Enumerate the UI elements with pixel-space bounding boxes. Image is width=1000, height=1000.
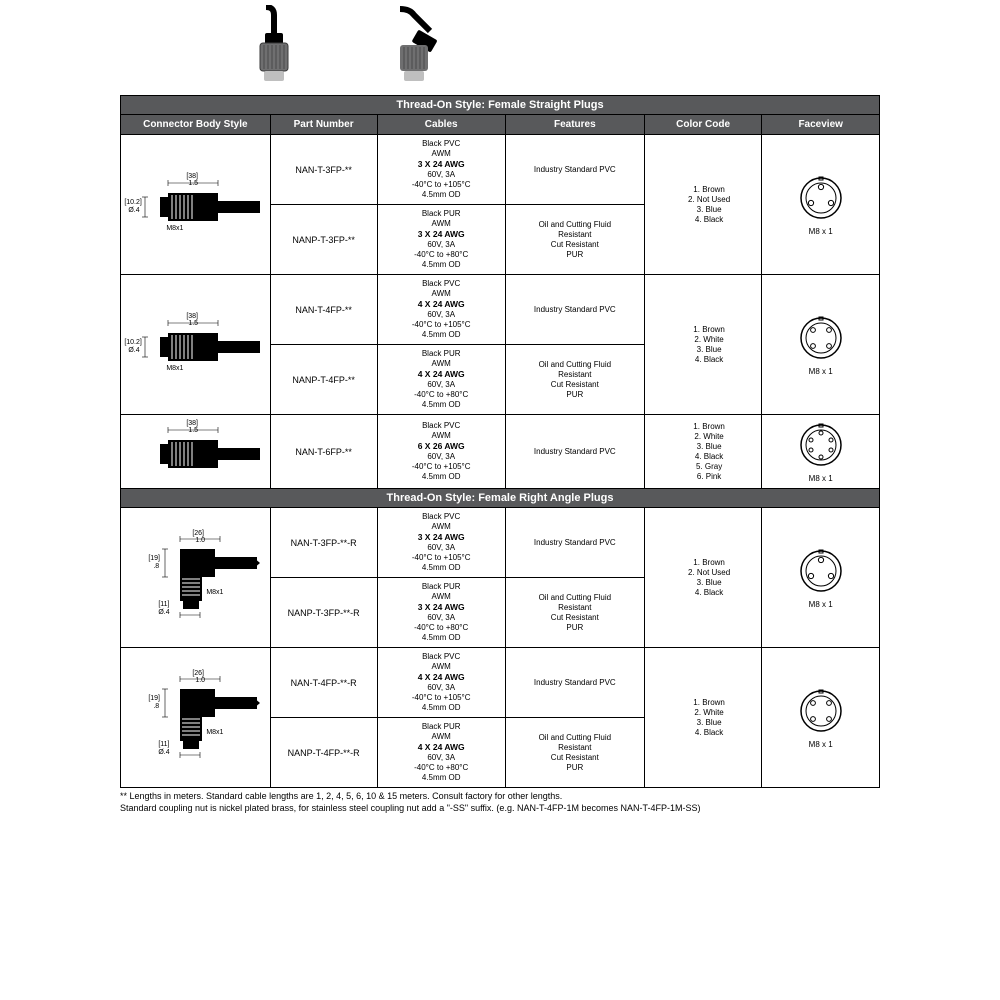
cables-cell: Black PURAWM 3 X 24 AWG60V, 3A -40°C to … [377, 578, 505, 648]
faceview-4: M8 x 1 [762, 648, 880, 788]
part-number: NAN-T-6FP-** [270, 415, 377, 489]
table-row: [38] 1.5 NAN-T-6FP-** Black PVCAWM 6 X 2… [121, 415, 880, 489]
faceview-3: M8 x 1 [762, 508, 880, 648]
features-cell: Industry Standard PVC [505, 135, 644, 205]
section-title-1: Thread-On Style: Female Straight Plugs [121, 96, 880, 115]
features-cell: Industry Standard PVC [505, 275, 644, 345]
photo-right-angle-plug [350, 5, 455, 90]
part-number: NANP-T-4FP-** [270, 345, 377, 415]
spec-table: Thread-On Style: Female Straight Plugs C… [120, 95, 880, 788]
part-number: NAN-T-4FP-** [270, 275, 377, 345]
col-body-style: Connector Body Style [121, 115, 271, 135]
cables-cell: Black PVCAWM 3 X 24 AWG60V, 3A -40°C to … [377, 508, 505, 578]
faceview-3: M8 x 1 [762, 135, 880, 275]
footnotes: ** Lengths in meters. Standard cable len… [120, 788, 880, 814]
col-color-code: Color Code [644, 115, 762, 135]
table-row: [26] 1.0 [19] .8 [11] Ø.4 M8x1 NAN-T-3FP… [121, 508, 880, 578]
cables-cell: Black PVCAWM 3 X 24 AWG60V, 3A -40°C to … [377, 135, 505, 205]
features-cell: Industry Standard PVC [505, 508, 644, 578]
cables-cell: Black PURAWM 3 X 24 AWG60V, 3A -40°C to … [377, 205, 505, 275]
cables-cell: Black PVCAWM 4 X 24 AWG60V, 3A -40°C to … [377, 275, 505, 345]
col-cables: Cables [377, 115, 505, 135]
photo-straight-plug [210, 5, 315, 90]
table-row: [38] 1.5 [10.2] Ø.4 M8x1 NAN-T-4FP-** Bl… [121, 275, 880, 345]
part-number: NAN-T-3FP-** [270, 135, 377, 205]
part-number: NAN-T-4FP-**-R [270, 648, 377, 718]
part-number: NAN-T-3FP-**-R [270, 508, 377, 578]
cables-cell: Black PURAWM 4 X 24 AWG60V, 3A -40°C to … [377, 718, 505, 788]
footnote-1: ** Lengths in meters. Standard cable len… [120, 791, 880, 803]
faceview-6: M8 x 1 [762, 415, 880, 489]
table-row: [38] 1.5 [10.2] Ø.4 M8x1 NAN-T-3FP-** Bl… [121, 135, 880, 205]
features-cell: Industry Standard PVC [505, 648, 644, 718]
footnote-2: Standard coupling nut is nickel plated b… [120, 803, 880, 815]
conn-body-straight-4: [38] 1.5 [10.2] Ø.4 M8x1 [121, 275, 271, 415]
col-faceview: Faceview [762, 115, 880, 135]
table-row: [26] 1.0 [19] .8 [11] Ø.4 M8x1 NAN-T-4FP… [121, 648, 880, 718]
cables-cell: Black PVCAWM 4 X 24 AWG60V, 3A -40°C to … [377, 648, 505, 718]
faceview-4: M8 x 1 [762, 275, 880, 415]
col-features: Features [505, 115, 644, 135]
features-cell: Oil and Cutting Fluid Resistant Cut Resi… [505, 578, 644, 648]
part-number: NANP-T-4FP-**-R [270, 718, 377, 788]
conn-body-straight-3: [38] 1.5 [10.2] Ø.4 M8x1 [121, 135, 271, 275]
section-title-2: Thread-On Style: Female Right Angle Plug… [121, 489, 880, 508]
product-photos [120, 0, 880, 95]
features-cell: Oil and Cutting Fluid Resistant Cut Resi… [505, 718, 644, 788]
features-cell: Oil and Cutting Fluid Resistant Cut Resi… [505, 205, 644, 275]
part-number: NANP-T-3FP-** [270, 205, 377, 275]
conn-body-straight-6: [38] 1.5 [121, 415, 271, 489]
conn-body-ra-3: [26] 1.0 [19] .8 [11] Ø.4 M8x1 [121, 508, 271, 648]
conn-body-ra-4: [26] 1.0 [19] .8 [11] Ø.4 M8x1 [121, 648, 271, 788]
color-code-4: 1. Brown2. White 3. Blue4. Black [644, 275, 762, 415]
features-cell: Oil and Cutting Fluid Resistant Cut Resi… [505, 345, 644, 415]
color-code-4: 1. Brown2. White 3. Blue4. Black [644, 648, 762, 788]
col-part-number: Part Number [270, 115, 377, 135]
features-cell: Industry Standard PVC [505, 415, 644, 489]
cables-cell: Black PVCAWM 6 X 26 AWG60V, 3A -40°C to … [377, 415, 505, 489]
color-code-3: 1. Brown2. Not Used 3. Blue4. Black [644, 135, 762, 275]
part-number: NANP-T-3FP-**-R [270, 578, 377, 648]
color-code-3: 1. Brown2. Not Used 3. Blue4. Black [644, 508, 762, 648]
cables-cell: Black PURAWM 4 X 24 AWG60V, 3A -40°C to … [377, 345, 505, 415]
color-code-6: 1. Brown2. White 3. Blue4. Black 5. Gray… [644, 415, 762, 489]
